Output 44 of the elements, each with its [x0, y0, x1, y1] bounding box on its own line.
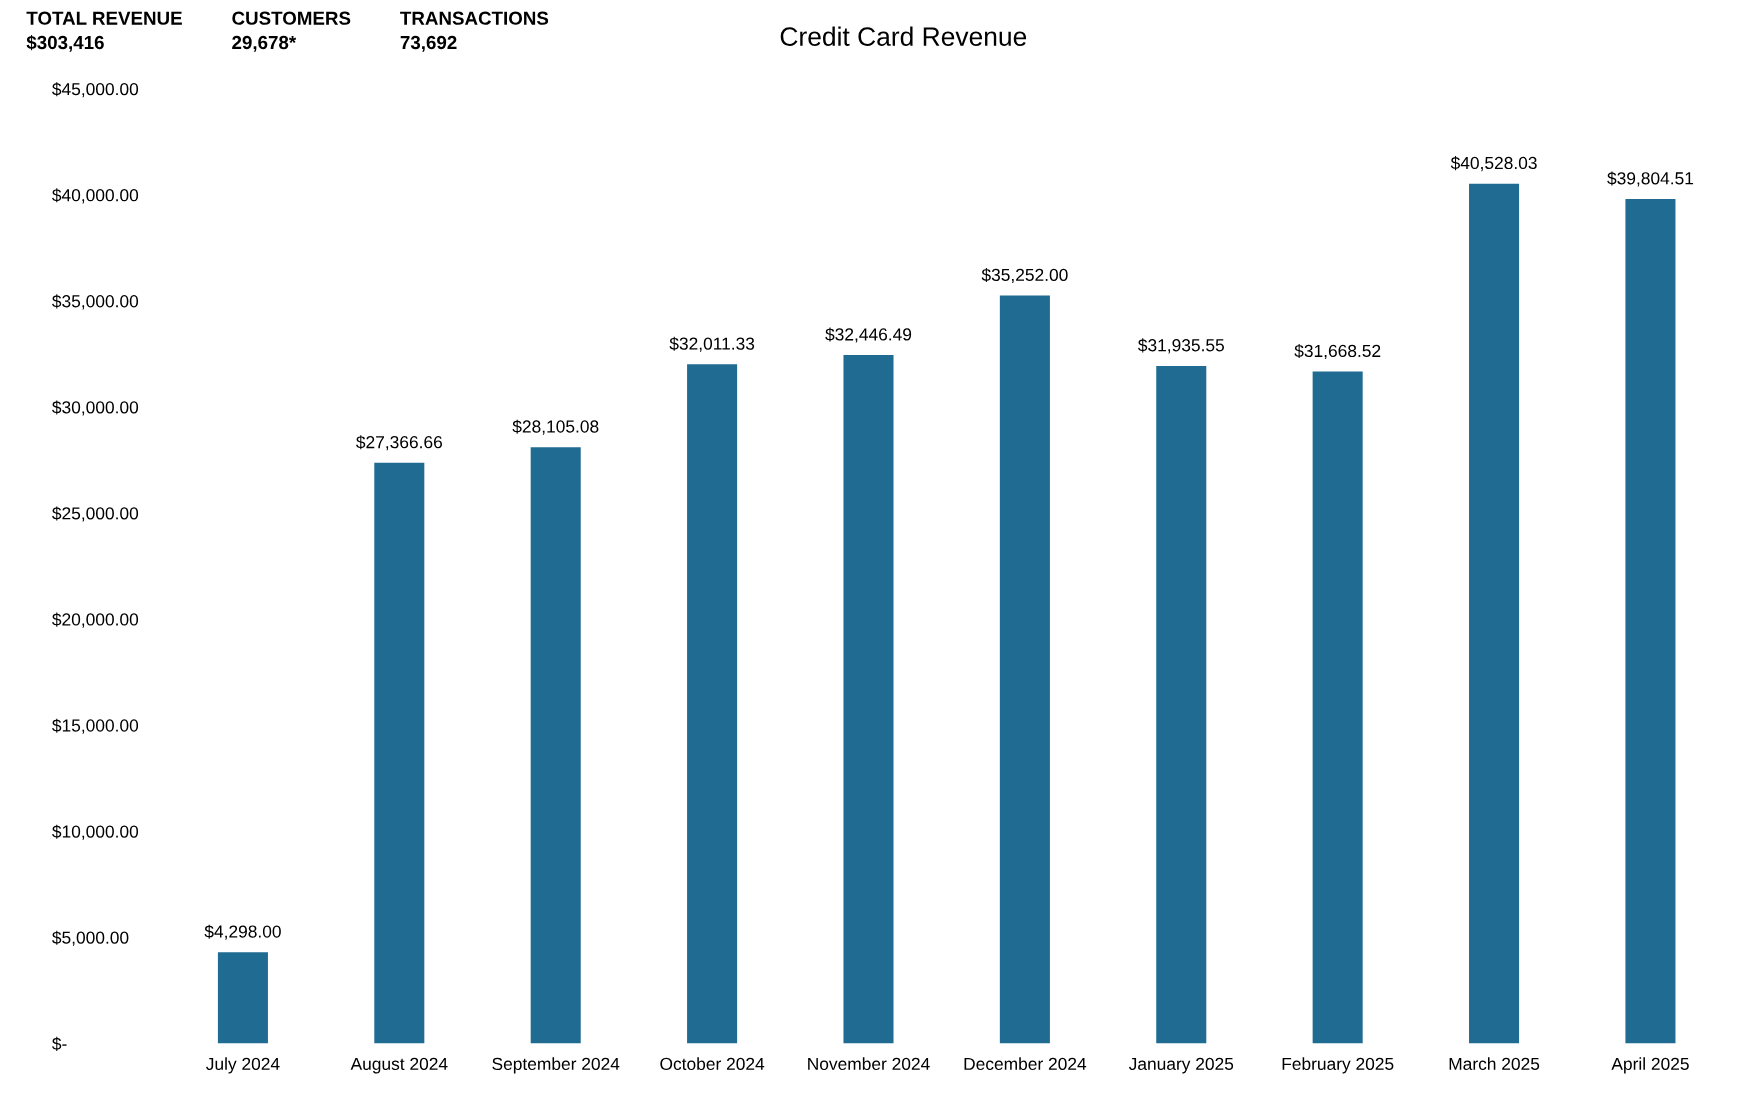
bar — [1625, 199, 1676, 1044]
y-tick-label: $- — [52, 1036, 67, 1051]
y-tick-label: $25,000.00 — [52, 506, 139, 522]
y-tick-label: $15,000.00 — [52, 718, 139, 734]
text: TRANSACTIONS 73,692 — [400, 11, 549, 52]
data-label: $32,011.33 — [669, 336, 755, 352]
x-tick-label: December 2024 — [964, 1057, 1087, 1071]
x-tick-label: November 2024 — [808, 1057, 930, 1071]
data-label: $31,935.55 — [1138, 338, 1224, 354]
x-tick-label: April 2025 — [1611, 1057, 1689, 1074]
text: CUSTOMERS 29,678* — [232, 11, 351, 52]
bar — [217, 952, 268, 1044]
y-tick-label: $45,000.00 — [52, 82, 139, 98]
x-tick-label: October 2024 — [660, 1057, 765, 1071]
bar — [530, 447, 581, 1044]
y-tick-label: $40,000.00 — [52, 188, 139, 204]
data-label: $35,252.00 — [981, 268, 1068, 284]
y-tick-label: $10,000.00 — [52, 824, 139, 840]
data-label: $31,668.52 — [1294, 344, 1381, 360]
data-label: $4,298.00 — [204, 924, 281, 940]
data-label: $32,446.49 — [825, 327, 912, 343]
y-tick-label: $5,000.00 — [52, 930, 129, 946]
chart-title: Credit Card Revenue — [780, 26, 1027, 46]
x-tick-label: September 2024 — [492, 1057, 620, 1074]
bar — [374, 462, 425, 1044]
y-tick-label: $20,000.00 — [52, 612, 139, 628]
x-tick-label: March 2025 — [1449, 1057, 1540, 1071]
bar — [999, 295, 1050, 1044]
text: TOTAL REVENUE $303,416 — [26, 11, 182, 52]
data-label: $28,105.08 — [512, 419, 599, 435]
bar — [1469, 183, 1520, 1044]
data-label: $39,804.51 — [1607, 171, 1694, 187]
y-tick-label: $35,000.00 — [52, 294, 139, 310]
y-tick-label: $30,000.00 — [52, 400, 139, 416]
x-tick-label: July 2024 — [206, 1057, 280, 1074]
x-tick-label: January 2025 — [1128, 1057, 1234, 1074]
data-label: $27,366.66 — [356, 435, 442, 451]
bar — [843, 355, 894, 1044]
bar — [687, 364, 738, 1044]
x-tick-label: February 2025 — [1282, 1057, 1394, 1074]
data-label: $40,528.03 — [1450, 156, 1537, 172]
bar — [1156, 365, 1207, 1044]
bar — [1312, 371, 1363, 1044]
x-tick-label: August 2024 — [350, 1057, 448, 1074]
